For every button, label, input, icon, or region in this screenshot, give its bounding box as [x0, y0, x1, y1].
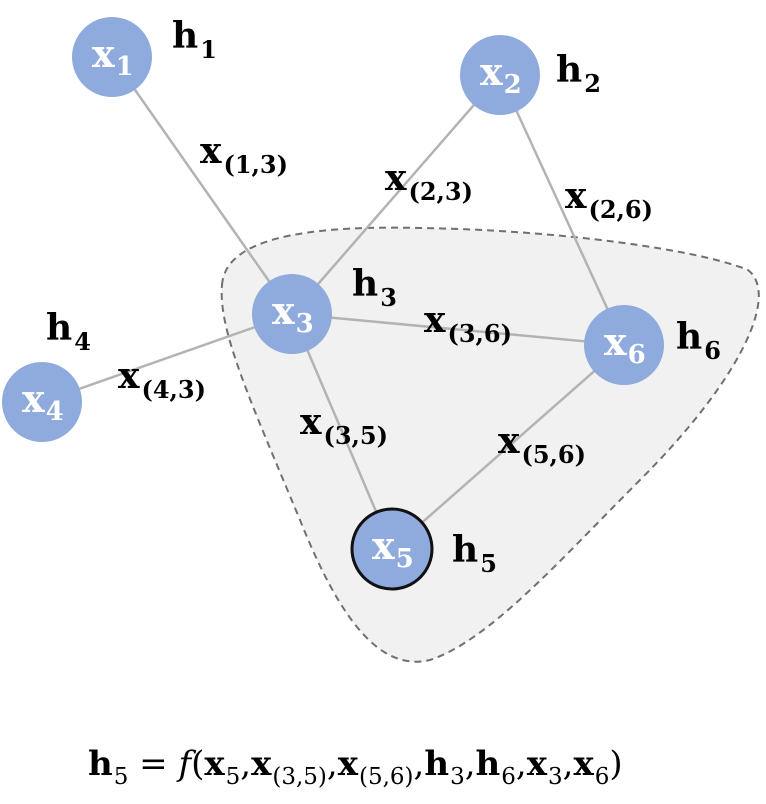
hidden-state-label-x4: h4 — [46, 307, 91, 356]
node-x2: x2 — [460, 35, 540, 115]
edge-label-x1-x3: x(1,3) — [200, 130, 288, 179]
edge-label-x5-x6: x(5,6) — [498, 420, 586, 469]
node-label-x1: x1 — [92, 31, 134, 82]
edge-label-x2-x6: x(2,6) — [565, 175, 653, 224]
node-x4: x4 — [2, 362, 82, 442]
edge-x3-x6 — [291, 312, 625, 347]
node-label-x4: x4 — [22, 376, 64, 427]
hidden-state-label-x2: h2 — [556, 49, 601, 98]
edge-label-x3-x6: x(3,6) — [424, 299, 512, 348]
node-circle-x2 — [460, 35, 540, 115]
node-x6: x6 — [584, 305, 664, 385]
edges-layer — [41, 56, 626, 550]
nodes-layer: x1 x2 x3 x4 x5 x6 — [2, 17, 664, 591]
node-circle-x3 — [252, 274, 332, 354]
node-x1: x1 — [72, 17, 152, 97]
edge-x2-x6 — [498, 74, 626, 346]
node-x3: x3 — [252, 274, 332, 354]
edge-x2-x3 — [291, 74, 501, 315]
node-circle-x4 — [2, 362, 82, 442]
hidden-state-label-x1: h1 — [172, 15, 217, 64]
edge-labels-layer: x(1,3) x(2,3) x(2,6) x(3,6) x(4,3) x(3,5) x(5,… — [118, 130, 653, 469]
node-circle-x6 — [584, 305, 664, 385]
edge-x3-x5 — [290, 313, 394, 550]
update-formula: h5​ = f(x5​,x(3,5)​,x(5,6)​,h3​,h6​,x3​,… — [88, 744, 623, 790]
hidden-state-label-x6: h6 — [676, 316, 721, 365]
node-label-x6: x6 — [604, 319, 646, 370]
hidden-state-labels-layer: h1 h2 h3 h4 h5 h6 — [46, 15, 721, 578]
edge-label-x4-x3: x(4,3) — [118, 355, 206, 404]
edge-label-x3-x5: x(3,5) — [300, 401, 388, 450]
node-label-x5: x5 — [372, 523, 414, 574]
edge-label-x2-x3: x(2,3) — [385, 157, 473, 206]
edge-x1-x3 — [110, 56, 294, 315]
node-label-x3: x3 — [272, 288, 314, 339]
node-circle-x5 — [350, 507, 434, 591]
node-label-x2: x2 — [480, 49, 522, 100]
edge-x4-x3 — [41, 312, 293, 404]
edge-x5-x6 — [391, 344, 625, 550]
hidden-state-label-x5: h5 — [452, 529, 497, 578]
node-x5: x5 — [350, 507, 434, 591]
hidden-state-label-x3: h3 — [352, 263, 397, 312]
node-circle-x1 — [72, 17, 152, 97]
